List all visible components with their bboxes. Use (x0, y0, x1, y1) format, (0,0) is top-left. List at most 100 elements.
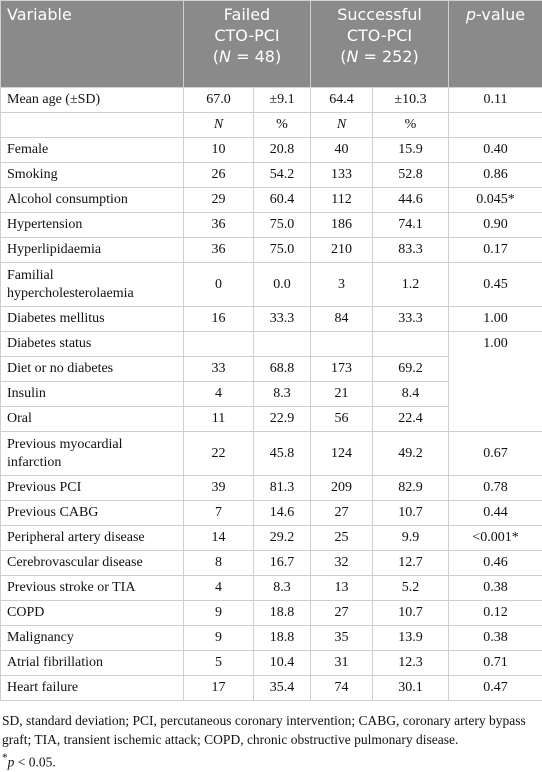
value-cell: 12.7 (373, 551, 449, 576)
value-cell: 17 (184, 676, 254, 701)
cell-text: 44.6 (398, 192, 423, 207)
cell-text: 17 (212, 680, 226, 695)
cell-text: 0.0 (273, 277, 291, 292)
p-value-cell: 0.44 (449, 501, 542, 526)
value-cell: 39 (184, 476, 254, 501)
cell-text: 68.8 (270, 361, 295, 376)
cell-text: N (214, 117, 223, 132)
value-cell: 10 (184, 138, 254, 163)
value-cell: 44.6 (373, 188, 449, 213)
value-cell: 186 (311, 213, 373, 238)
p-value-cell: <0.001* (449, 526, 542, 551)
cell-text: Atrial fibrillation (7, 655, 103, 670)
header-text: N (346, 47, 358, 66)
cell-text: 0.44 (483, 505, 508, 520)
value-cell: 9 (184, 601, 254, 626)
value-cell: 22.9 (254, 407, 311, 432)
header-text: p (466, 5, 476, 24)
cell-text: 27 (335, 505, 349, 520)
p-value-cell: 0.67 (449, 432, 542, 476)
value-cell: 36 (184, 213, 254, 238)
cell-text: 209 (331, 480, 352, 495)
value-cell: 9.9 (373, 526, 449, 551)
cell-text: 8 (215, 555, 222, 570)
cell-text: 0.46 (483, 555, 508, 570)
value-cell: 33 (184, 357, 254, 382)
value-cell: 26 (184, 163, 254, 188)
header-cell: Successful CTO-PCI (N = 252) (311, 1, 449, 88)
cell-text: 36 (212, 242, 226, 257)
value-cell: 0.0 (254, 263, 311, 307)
cell-text: Heart failure (7, 680, 78, 695)
value-cell: 15.9 (373, 138, 449, 163)
p-value-cell: 0.46 (449, 551, 542, 576)
cell-text: 10.4 (270, 655, 295, 670)
cell-text: 81.3 (270, 480, 295, 495)
cell-text: 13 (335, 580, 349, 595)
cell-text: 186 (331, 217, 352, 232)
cell-text: Insulin (7, 386, 46, 401)
cell-text: 16.7 (270, 555, 295, 570)
cell-text: 9.9 (402, 530, 420, 545)
value-cell: 67.0 (184, 88, 254, 113)
value-cell: 112 (311, 188, 373, 213)
cell-text: 4 (215, 580, 222, 595)
value-cell: 173 (311, 357, 373, 382)
p-value-cell: 0.47 (449, 676, 542, 701)
cell-text: 32 (335, 555, 349, 570)
cell-text: Oral (7, 411, 32, 426)
value-cell: 60.4 (254, 188, 311, 213)
cell-text: 30.1 (398, 680, 423, 695)
value-cell: 35.4 (254, 676, 311, 701)
data-table: Variable Failed CTO-PCI (N = 48) Success… (0, 0, 542, 701)
cell-text: 1.00 (483, 311, 508, 326)
cell-text: 210 (331, 242, 352, 257)
cell-text: Malignancy (7, 630, 74, 645)
value-cell: 14.6 (254, 501, 311, 526)
variable-cell: Alcohol consumption (1, 188, 184, 213)
value-cell: 25 (311, 526, 373, 551)
value-cell: 69.2 (373, 357, 449, 382)
value-cell: N (184, 113, 254, 138)
cell-text: 21 (335, 386, 349, 401)
p-value-cell: 0.78 (449, 476, 542, 501)
cell-text: 0.90 (483, 217, 508, 232)
value-cell: 11 (184, 407, 254, 432)
value-cell: 27 (311, 601, 373, 626)
cell-text: 0 (215, 277, 222, 292)
cell-text: 27 (335, 605, 349, 620)
header-text: CTO-PCI (214, 26, 279, 45)
p-value-cell: 0.71 (449, 651, 542, 676)
value-cell: 49.2 (373, 432, 449, 476)
cell-text: Peripheral artery disease (7, 530, 145, 545)
value-cell: ±9.1 (254, 88, 311, 113)
cell-text: 49.2 (398, 446, 423, 461)
variable-cell: Previous stroke or TIA (1, 576, 184, 601)
value-cell: 54.2 (254, 163, 311, 188)
value-cell: 8.3 (254, 382, 311, 407)
value-cell: 8 (184, 551, 254, 576)
cell-text: 39 (212, 480, 226, 495)
p-value-cell: 0.17 (449, 238, 542, 263)
value-cell: 75.0 (254, 238, 311, 263)
cell-text: 26 (212, 167, 226, 182)
value-cell: 5 (184, 651, 254, 676)
cell-text: Hyperlipidaemia (7, 242, 101, 257)
value-cell: 22.4 (373, 407, 449, 432)
variable-cell: Atrial fibrillation (1, 651, 184, 676)
footnote-text: SD, standard deviation; PCI, percutaneou… (2, 711, 540, 749)
cell-text: % (276, 117, 288, 132)
cell-text: Previous CABG (7, 505, 98, 520)
cell-text: 84 (335, 311, 349, 326)
cell-text: ±10.3 (394, 92, 426, 107)
value-cell: 33.3 (254, 307, 311, 332)
